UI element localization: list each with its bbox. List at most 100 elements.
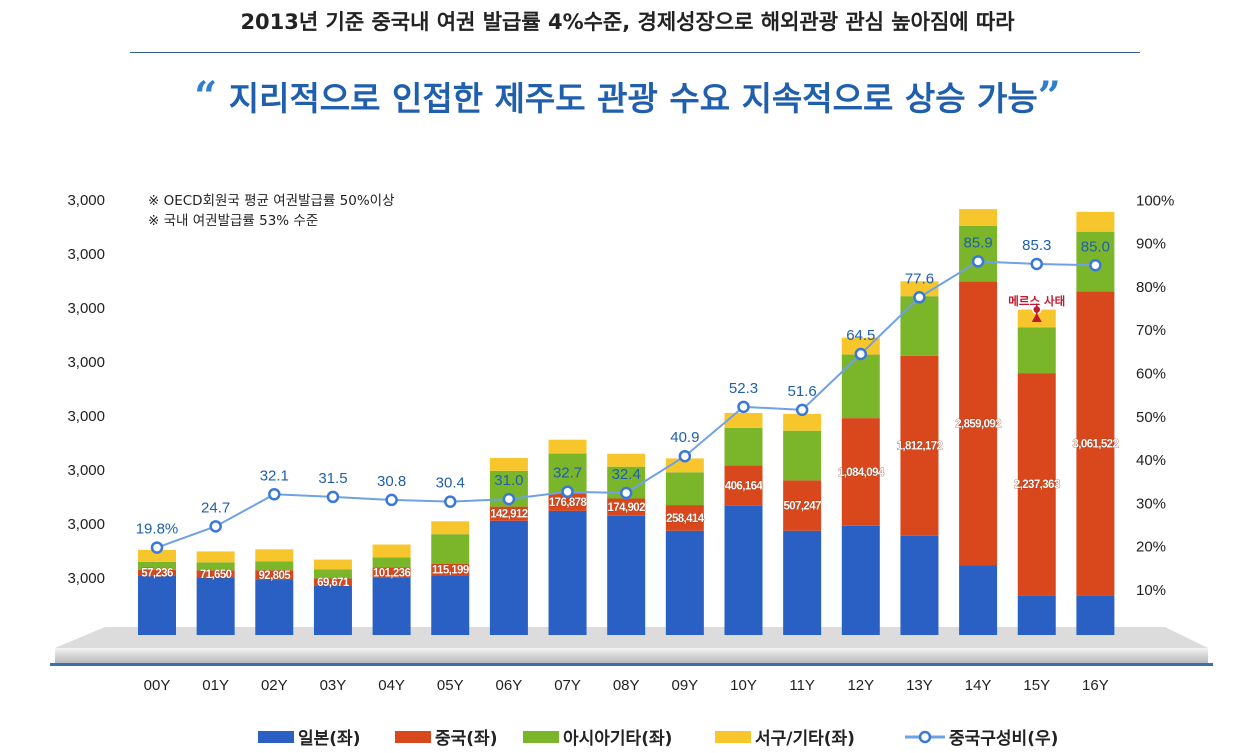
x-axis-tick-label: 07Y (554, 677, 581, 694)
bar-segment-japan (431, 575, 470, 635)
china-value-label: 2,859,092 (955, 419, 1001, 431)
x-axis-tick-label: 01Y (202, 677, 229, 694)
bar-segment-china (196, 570, 235, 578)
chart-note: ※ 국내 여권발급률 53% 수준 (148, 213, 318, 229)
x-axis-tick-label: 05Y (437, 677, 464, 694)
right-axis-tick-label: 100% (1136, 192, 1174, 209)
chart-headline: “ 지리적으로 인접한 제주도 관광 수요 지속적으로 상승 가능” (0, 72, 1255, 120)
bar-segment-asia-other (900, 296, 939, 356)
bar-segment-japan (607, 515, 646, 635)
bar-segment-west-other (196, 551, 235, 563)
bar-segment-japan (724, 505, 763, 635)
legend-swatch-west-other (715, 730, 751, 743)
china-value-label: 101,236 (373, 567, 411, 579)
left-axis-tick-label: 3,000 (67, 516, 105, 533)
ratio-point (737, 400, 750, 414)
legend-swatch-china (395, 730, 431, 743)
x-axis-tick-label: 03Y (320, 677, 347, 694)
x-axis-tick-label: 15Y (1023, 677, 1050, 694)
x-axis-tick-label: 14Y (965, 677, 992, 694)
legend-label-west-other: 서구/기타(좌) (755, 729, 855, 749)
ratio-value-label: 24.7 (201, 499, 230, 516)
bar-segment-japan (1076, 595, 1115, 635)
ratio-value-label: 40.9 (670, 429, 699, 446)
bar-segment-japan (548, 510, 587, 635)
x-axis-tick-label: 00Y (144, 677, 171, 694)
right-axis-tick-label: 30% (1136, 495, 1166, 512)
x-axis-tick-label: 10Y (730, 677, 757, 694)
ratio-value-label: 77.6 (905, 270, 934, 287)
ratio-value-label: 19.8% (136, 521, 179, 538)
chart-subtitle: 2013년 기준 중국내 여권 발급률 4%수준, 경제성장으로 해외관광 관심… (240, 10, 1015, 34)
chart-legend: 일본(좌) 중국(좌) 아시아기타(좌) 서구/기타(좌) 중국구성비(우) (0, 724, 1255, 752)
right-axis-tick-label: 80% (1136, 279, 1166, 296)
bar-segment-west-other (255, 549, 294, 562)
china-value-label: 3,061,522 (1073, 438, 1119, 450)
x-axis-tick-label: 06Y (496, 677, 523, 694)
bar-segment-asia-other (138, 561, 176, 570)
bar-segment-china (665, 505, 704, 531)
ratio-point (854, 347, 868, 361)
bar-segment-west-other (548, 439, 587, 454)
china-value-label: 71,650 (200, 569, 232, 581)
bar-segment-asia-other (431, 534, 470, 564)
bar-segment-asia-other (783, 430, 822, 481)
bar-segment-japan (255, 579, 294, 635)
ratio-point (913, 291, 926, 304)
right-axis-tick-label: 50% (1136, 409, 1166, 426)
bar-segment-china (548, 493, 587, 511)
bar-segment-west-other (489, 457, 528, 471)
left-axis-tick-label: 3,000 (67, 570, 105, 587)
china-value-label: 142,912 (490, 509, 528, 521)
legend-item-asia-other: 아시아기타(좌) (523, 724, 672, 749)
close-quote-mark: ” (1037, 73, 1061, 120)
china-value-label: 1,084,094 (838, 467, 885, 479)
ratio-point (971, 255, 985, 268)
china-value-label: 258,414 (666, 513, 705, 525)
china-value-label: 1,812,172 (897, 441, 943, 453)
x-axis-tick-label: 02Y (261, 677, 288, 694)
legend-item-west-other: 서구/기타(좌) (715, 724, 855, 749)
china-value-label: 115,199 (432, 565, 469, 577)
left-axis-tick-label: 3,000 (67, 408, 105, 425)
bar-segment-west-other (783, 413, 822, 431)
bar-segment-japan (313, 585, 352, 635)
annotation-label: 메르스 사태 (1008, 294, 1065, 308)
china-value-label: 69,671 (317, 577, 350, 589)
ratio-value-label: 52.3 (729, 380, 758, 397)
bar-segment-asia-other (665, 472, 704, 506)
bar-segment-japan (665, 530, 704, 635)
right-axis-tick-label: 70% (1136, 322, 1166, 339)
bar-segment-china (255, 570, 294, 580)
ratio-point (385, 493, 398, 507)
bar-segment-asia-other (1017, 327, 1056, 374)
ratio-value-label: 85.3 (1022, 237, 1051, 254)
left-axis-tick-label: 3,000 (67, 462, 105, 479)
ratio-point (444, 495, 457, 508)
china-value-label: 406,164 (725, 481, 764, 493)
bar-segment-west-other (1076, 211, 1115, 232)
bar-segment-asia-other (959, 225, 998, 282)
legend-item-china: 중국(좌) (395, 724, 497, 749)
right-axis-tick-label: 40% (1136, 452, 1166, 469)
bar-segment-china (138, 569, 176, 576)
bar-segment-japan (1017, 595, 1056, 635)
ratio-point (619, 486, 633, 500)
china-value-label: 57,236 (141, 568, 173, 580)
bar-segment-china (489, 506, 528, 521)
china-value-label: 174,902 (608, 502, 646, 514)
bar-segment-asia-other (196, 562, 235, 571)
legend-label-ratio: 중국구성비(우) (949, 729, 1059, 749)
title-divider (130, 52, 1140, 53)
ratio-point (1089, 259, 1102, 272)
bar-segment-asia-other (724, 427, 763, 466)
bar-segment-china (607, 498, 646, 516)
legend-swatch-japan (258, 730, 294, 743)
legend-label-japan: 일본(좌) (298, 729, 361, 749)
chart-platform-baseline (50, 663, 1213, 666)
ratio-value-label: 30.8 (377, 473, 406, 490)
left-axis-tick-label: 3,000 (67, 300, 105, 317)
bar-segment-west-other (431, 521, 470, 535)
ratio-value-label: 31.0 (494, 472, 523, 489)
bar-segment-china (1017, 373, 1056, 596)
